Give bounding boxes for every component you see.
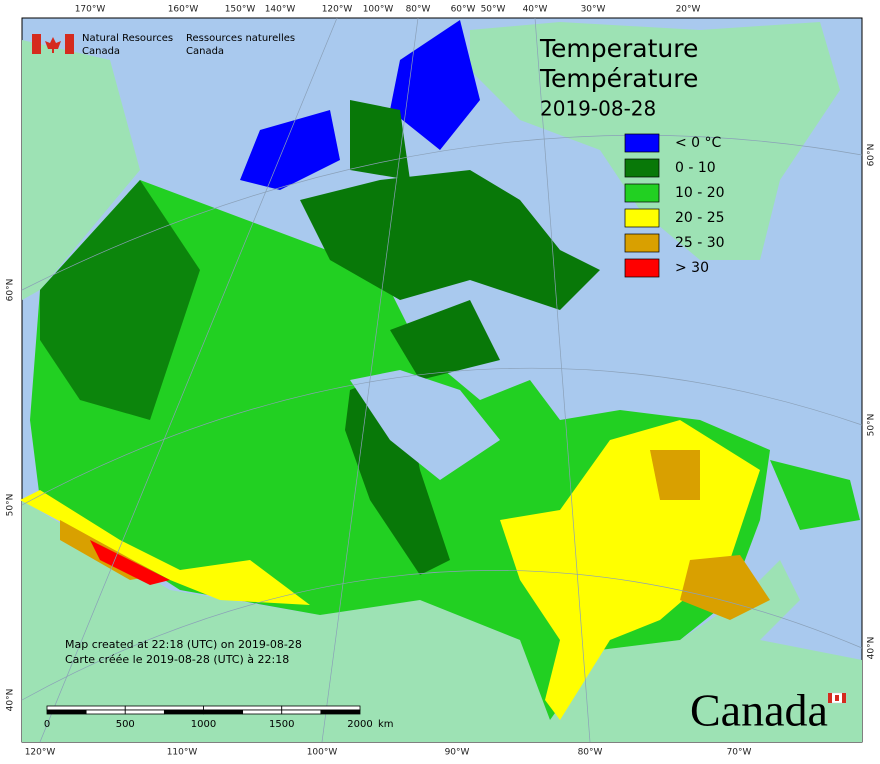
graticule-label: 140°W	[265, 5, 296, 15]
legend-label: 25 - 30	[675, 235, 725, 251]
graticule-label: 40°N	[6, 689, 16, 712]
graticule-label: 100°W	[363, 5, 394, 15]
scale-segment	[242, 709, 283, 715]
scale-segment	[46, 709, 87, 715]
legend-label: 0 - 10	[675, 160, 716, 176]
legend-label: > 30	[675, 260, 709, 276]
graticule-label: 50°N	[867, 414, 877, 437]
agency-en: Natural Resources	[82, 33, 173, 44]
graticule-label: 60°N	[6, 279, 16, 302]
graticule-label: 40°W	[523, 5, 548, 15]
scale-segment	[203, 709, 244, 715]
graticule-label: 170°W	[75, 5, 106, 15]
graticule-label: 110°W	[167, 748, 198, 758]
graticule-label: 30°W	[581, 5, 606, 15]
graticule-label: 120°W	[25, 748, 56, 758]
graticule-label: 60°W	[451, 5, 476, 15]
agency-fr: Canada	[186, 46, 224, 57]
graticule-label: 50°N	[6, 494, 16, 517]
legend-label: 10 - 20	[675, 185, 725, 201]
graticule-label: 80°W	[578, 748, 603, 758]
graticule-label: 90°W	[445, 748, 470, 758]
graticule-label: 100°W	[307, 748, 338, 758]
scale-segment	[203, 705, 283, 711]
graticule-label: 60°N	[867, 144, 877, 167]
graticule-label: 150°W	[225, 5, 256, 15]
title-date: 2019-08-28	[540, 97, 656, 121]
legend-swatch	[624, 133, 660, 153]
legend-swatch	[624, 258, 660, 278]
scale-label: 1500	[269, 719, 294, 730]
legend-swatch	[624, 183, 660, 203]
scale-unit: km	[378, 719, 394, 730]
scale-segment	[46, 705, 126, 711]
scale-segment	[163, 709, 204, 715]
note: Map created at 22:18 (UTC) on 2019-08-28	[65, 638, 302, 651]
scale-segment	[124, 709, 165, 715]
scale-segment	[281, 705, 361, 711]
graticule-label: 20°W	[676, 5, 701, 15]
scale-segment	[281, 709, 322, 715]
wordmark: Canada	[690, 685, 828, 736]
agency-fr: Ressources naturelles	[186, 33, 295, 44]
graticule-label: 160°W	[168, 5, 199, 15]
title-fr: Température	[539, 64, 698, 93]
graticule-label: 120°W	[322, 5, 353, 15]
graticule-label: 80°W	[406, 5, 431, 15]
graticule-label: 50°W	[481, 5, 506, 15]
logo	[32, 34, 74, 54]
scale-label: 0	[44, 719, 50, 730]
wordmark-flag	[827, 692, 847, 704]
scale-label: 1000	[191, 719, 216, 730]
scale-segment	[124, 705, 204, 711]
legend-label: < 0 °C	[675, 135, 722, 151]
legend-label: 20 - 25	[675, 210, 725, 226]
agency-en: Canada	[82, 46, 120, 57]
legend-swatch	[624, 208, 660, 228]
scale-label: 2000	[347, 719, 372, 730]
graticule-label: 40°N	[867, 637, 877, 660]
scale-segment	[320, 709, 361, 715]
legend-swatch	[624, 233, 660, 253]
note: Carte créée le 2019-08-28 (UTC) à 22:18	[65, 653, 289, 666]
graticule-lines	[21, 17, 863, 743]
scale-label: 500	[116, 719, 135, 730]
graticule-label: 70°W	[727, 748, 752, 758]
title-en: Temperature	[539, 34, 698, 63]
scale-segment	[85, 709, 126, 715]
legend-swatch	[624, 158, 660, 178]
